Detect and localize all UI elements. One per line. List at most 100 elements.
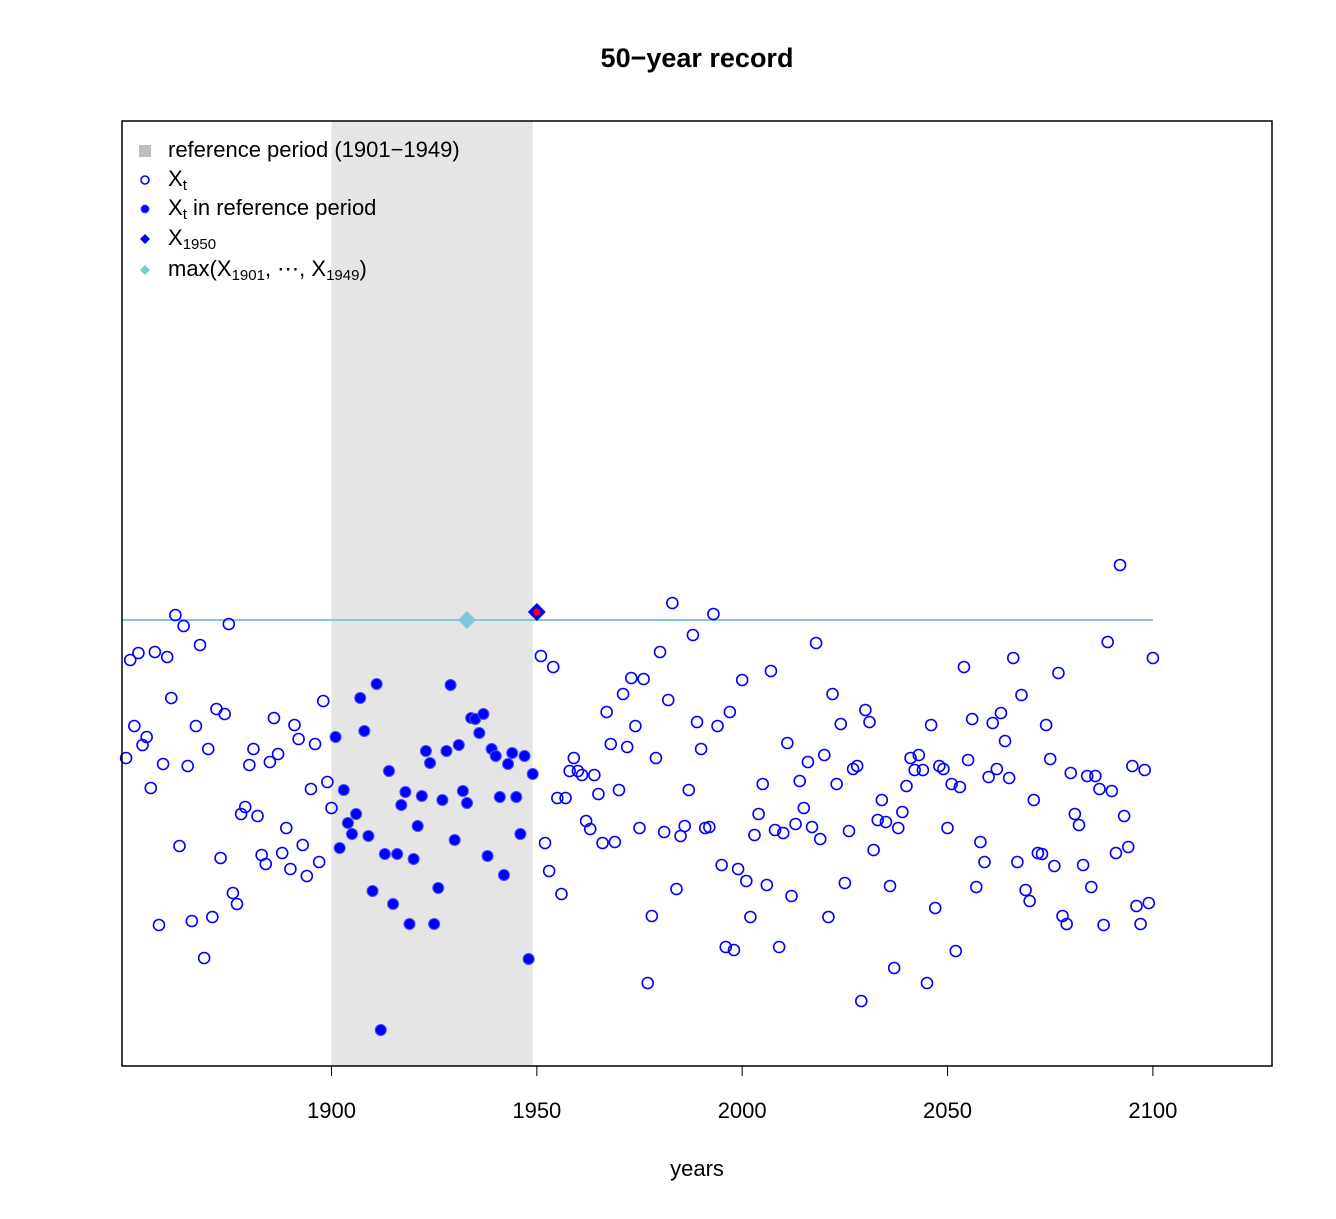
point	[859, 703, 872, 717]
chart-title: 50−year record	[601, 43, 794, 73]
point	[666, 596, 679, 610]
x-axis-label: years	[670, 1156, 724, 1181]
legend-text-part: t	[183, 206, 188, 223]
point	[592, 787, 605, 801]
legend-marker	[140, 204, 150, 214]
point	[670, 882, 683, 896]
point	[477, 708, 490, 720]
point	[275, 846, 289, 860]
point	[624, 671, 638, 685]
point	[238, 800, 252, 814]
point	[875, 793, 889, 807]
point	[649, 751, 663, 765]
point	[152, 918, 166, 932]
point	[588, 768, 601, 782]
point	[719, 940, 733, 954]
point	[374, 1024, 387, 1036]
point	[144, 781, 158, 795]
point	[945, 777, 958, 791]
point	[1048, 859, 1061, 873]
point	[567, 751, 581, 765]
point	[440, 745, 453, 757]
point	[620, 740, 634, 754]
point	[259, 857, 273, 871]
point	[458, 611, 476, 629]
point	[214, 851, 227, 865]
point	[838, 876, 852, 890]
point	[444, 679, 457, 691]
point	[563, 764, 576, 778]
point	[119, 751, 133, 765]
point	[789, 817, 802, 831]
point	[727, 943, 741, 957]
point	[399, 786, 412, 798]
point	[497, 869, 510, 881]
point	[308, 737, 322, 751]
point	[329, 731, 342, 743]
point	[645, 909, 659, 923]
point	[169, 608, 182, 622]
point	[300, 869, 314, 883]
point	[333, 842, 346, 854]
x-tick-label: 1900	[307, 1098, 356, 1123]
point	[1023, 894, 1036, 908]
point	[1146, 651, 1160, 665]
point	[411, 820, 424, 832]
point	[723, 705, 737, 719]
point	[731, 862, 745, 876]
point	[764, 664, 778, 678]
point	[312, 855, 326, 869]
x-tick-label: 2000	[718, 1098, 767, 1123]
legend-text-part: t	[183, 177, 188, 194]
x-tick-label: 1950	[512, 1098, 561, 1123]
point	[575, 768, 589, 782]
legend-text-part: 1901	[232, 267, 265, 284]
legend-text-part: reference period (1901−1949)	[168, 137, 460, 162]
point	[288, 718, 301, 732]
point	[941, 821, 954, 835]
point	[1134, 917, 1147, 931]
point	[1015, 688, 1028, 702]
legend-text-part: 1950	[183, 236, 216, 253]
point	[612, 783, 626, 797]
point	[502, 758, 515, 770]
point	[1035, 847, 1049, 861]
point	[1052, 666, 1065, 680]
point	[900, 779, 913, 793]
point	[1097, 918, 1110, 932]
point	[891, 821, 905, 835]
point	[637, 672, 650, 686]
point	[608, 835, 622, 849]
point	[830, 777, 843, 791]
point	[366, 885, 379, 897]
legend-marker	[140, 234, 150, 244]
point	[986, 716, 1000, 730]
point	[1080, 769, 1094, 783]
point	[912, 748, 926, 762]
point	[546, 660, 560, 674]
legend-marker	[140, 265, 150, 275]
point	[928, 901, 942, 915]
point	[407, 853, 420, 865]
point	[998, 734, 1012, 748]
point	[772, 940, 786, 954]
point	[715, 858, 728, 872]
point	[185, 914, 199, 928]
point	[234, 807, 248, 821]
point	[653, 645, 667, 659]
point	[616, 687, 630, 701]
point	[321, 775, 334, 789]
legend-marker	[140, 175, 150, 185]
point	[867, 843, 880, 857]
point	[965, 712, 979, 726]
point	[387, 898, 400, 910]
point	[538, 836, 552, 850]
point	[978, 855, 991, 869]
point	[534, 649, 548, 663]
point	[436, 794, 449, 806]
legend-label: max(X1901, ⋯, X1949)	[168, 256, 367, 284]
point	[518, 750, 531, 762]
point	[583, 822, 597, 836]
point	[456, 785, 469, 797]
